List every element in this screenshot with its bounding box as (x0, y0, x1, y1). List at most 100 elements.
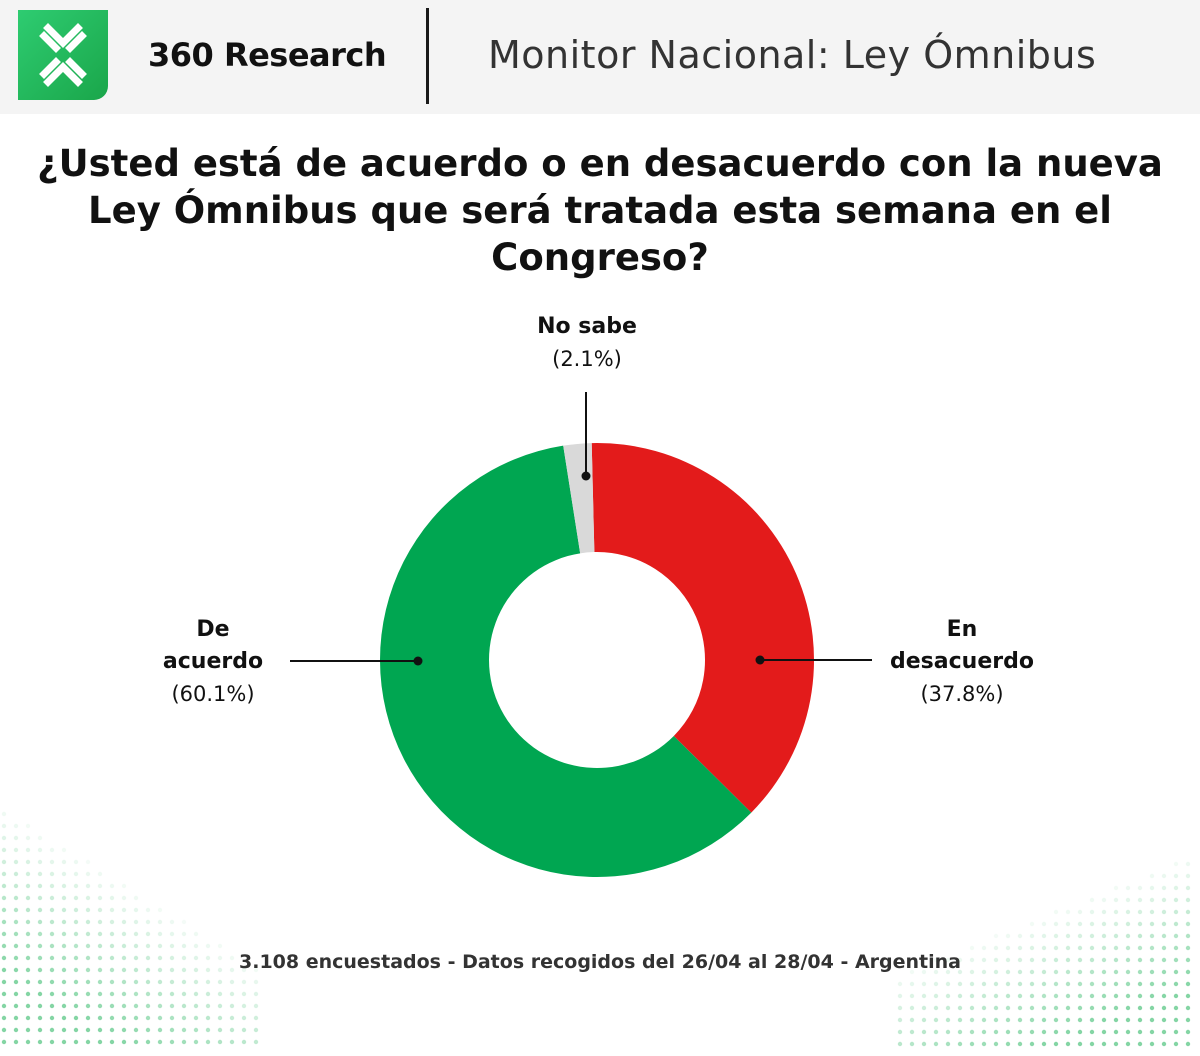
background-dot (145, 1015, 151, 1021)
background-dot (1041, 957, 1047, 963)
background-dot (49, 847, 55, 853)
background-dot (121, 967, 127, 973)
background-dot (1161, 945, 1167, 951)
background-dot (25, 835, 31, 841)
background-dot (1185, 909, 1191, 915)
background-dot (945, 993, 951, 999)
background-dot (1185, 861, 1191, 867)
background-dot (205, 1003, 211, 1009)
background-dot (1, 1015, 7, 1021)
background-dot (37, 955, 43, 961)
background-dot (121, 955, 127, 961)
background-dot (1017, 1029, 1023, 1035)
background-dot (37, 943, 43, 949)
background-dot (1077, 957, 1083, 963)
background-dot (921, 1017, 927, 1023)
background-dot (193, 955, 199, 961)
background-dot (1125, 897, 1131, 903)
background-dot (1053, 1029, 1059, 1035)
background-dot (921, 1029, 927, 1035)
background-dot (1053, 921, 1059, 927)
background-dot (241, 991, 247, 997)
background-dot (97, 991, 103, 997)
background-dot (181, 931, 187, 937)
background-dot (1185, 993, 1191, 999)
background-dot (1053, 933, 1059, 939)
background-dot (1, 895, 7, 901)
background-dot (49, 883, 55, 889)
background-dot (169, 991, 175, 997)
background-dot (969, 969, 975, 975)
background-dot (145, 1039, 151, 1045)
background-dot (1041, 1041, 1047, 1047)
background-dot (1113, 969, 1119, 975)
background-dot (109, 1027, 115, 1033)
background-dot (1161, 933, 1167, 939)
background-dot (145, 979, 151, 985)
background-dot (897, 1017, 903, 1023)
background-dot (61, 1015, 67, 1021)
background-dot (1113, 1017, 1119, 1023)
background-dot (181, 1003, 187, 1009)
background-dot (85, 859, 91, 865)
background-dot (1017, 981, 1023, 987)
background-dot (1101, 897, 1107, 903)
background-dot (49, 955, 55, 961)
background-dot (1161, 969, 1167, 975)
background-dot (1113, 909, 1119, 915)
background-dot (73, 895, 79, 901)
background-dot (49, 895, 55, 901)
background-dot (1089, 1041, 1095, 1047)
background-dot (1, 955, 7, 961)
background-dot (133, 1027, 139, 1033)
background-dot (1005, 1017, 1011, 1023)
background-dot (1101, 945, 1107, 951)
background-dot (1137, 1017, 1143, 1023)
background-dot (1005, 1041, 1011, 1047)
background-dot (13, 823, 19, 829)
background-dot (145, 967, 151, 973)
background-dot (1101, 909, 1107, 915)
background-dot (1161, 897, 1167, 903)
background-dot (13, 919, 19, 925)
background-dot (109, 979, 115, 985)
background-dot (1161, 1005, 1167, 1011)
background-dot (25, 955, 31, 961)
background-dot (1089, 993, 1095, 999)
background-dot (1149, 897, 1155, 903)
background-dot (97, 967, 103, 973)
background-dot (1065, 1029, 1071, 1035)
background-dot (205, 979, 211, 985)
background-dot (133, 895, 139, 901)
background-dot (921, 969, 927, 975)
background-dot (205, 1027, 211, 1033)
background-dot (61, 1003, 67, 1009)
background-dot (1101, 1029, 1107, 1035)
background-dot (133, 979, 139, 985)
background-dot (909, 1029, 915, 1035)
background-dot (1, 1027, 7, 1033)
background-dot (109, 1003, 115, 1009)
background-dot (993, 981, 999, 987)
background-dot (241, 1027, 247, 1033)
background-dot (1113, 1041, 1119, 1047)
background-dot (193, 967, 199, 973)
background-dot (1173, 993, 1179, 999)
background-dot (933, 969, 939, 975)
background-dot (1, 919, 7, 925)
leader-de-acuerdo-dot (413, 656, 423, 666)
background-dot (969, 945, 975, 951)
background-dot (253, 991, 259, 997)
background-dot (205, 1039, 211, 1045)
background-dot (217, 967, 223, 973)
background-dot (1173, 933, 1179, 939)
background-dot (1, 931, 7, 937)
background-dot (121, 895, 127, 901)
question-line-2: Ley Ómnibus que será tratada esta semana… (88, 189, 1112, 232)
background-dot (1173, 861, 1179, 867)
background-dot (909, 981, 915, 987)
background-dot (169, 943, 175, 949)
background-dot (1185, 1017, 1191, 1023)
background-dot (921, 1041, 927, 1047)
